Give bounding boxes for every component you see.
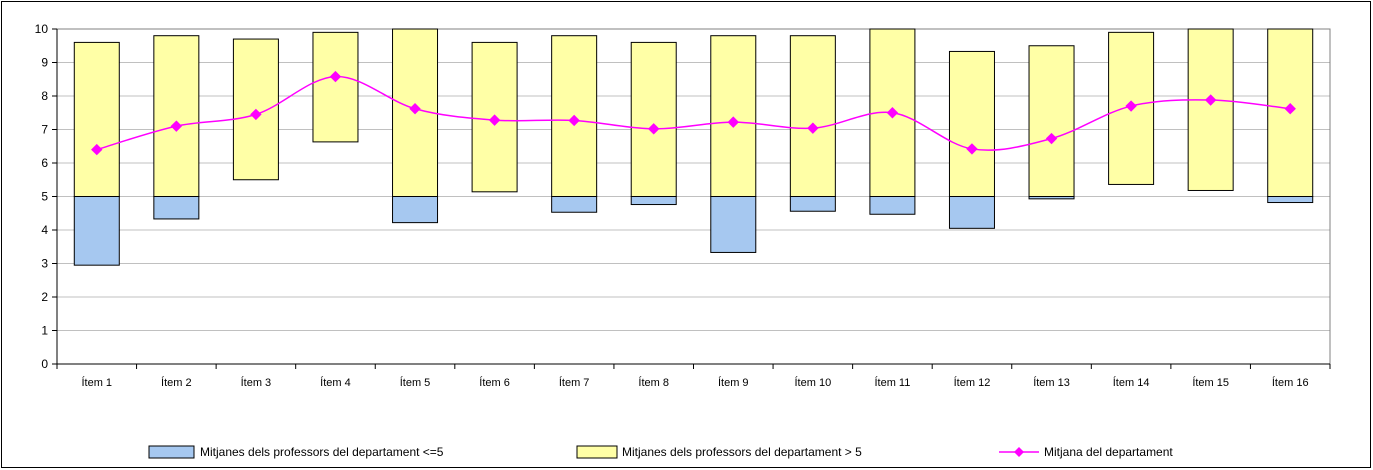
legend: Mitjanes dels professors del departament… [148, 445, 1173, 459]
bar-low [551, 196, 598, 213]
x-tick-label: Ítem 16 [1272, 376, 1309, 389]
y-tick-label: 4 [41, 223, 48, 237]
y-tick-label: 6 [41, 156, 48, 170]
x-tick-label: Ítem 9 [718, 376, 749, 389]
axes: 0 1 2 3 4 5 6 7 8 9 10 Ítem 1 Ítem 2 Ítem 3 Ítem 4 Ítem… [35, 22, 1331, 389]
legend-label-low: Mitjanes dels professors del departament… [200, 445, 444, 459]
average-point [966, 143, 978, 155]
average-point [329, 70, 342, 83]
bar-low [869, 196, 916, 215]
bar-high [1187, 28, 1234, 191]
bar-high [312, 31, 359, 143]
bar-low [1267, 196, 1314, 204]
y-tick-label: 9 [41, 56, 48, 70]
x-tick-label: Ítem 5 [400, 376, 431, 389]
x-tick-label: Ítem 10 [795, 376, 832, 389]
legend-label-avg: Mitjana del departament [1044, 445, 1173, 459]
average-point [170, 120, 183, 132]
y-tick-label: 0 [41, 357, 48, 371]
average-point [250, 108, 262, 121]
average-point [1204, 94, 1217, 106]
x-tick-label: Ítem 14 [1113, 376, 1150, 389]
average-point [807, 122, 819, 134]
average-point [727, 116, 739, 128]
y-tick-label: 7 [41, 123, 48, 137]
x-tick-label: Ítem 7 [559, 376, 590, 389]
average-line-path [96, 75, 1291, 151]
bar-high [948, 50, 995, 197]
y-tick-label: 3 [41, 257, 48, 271]
average-point [409, 103, 421, 115]
average-point [648, 123, 660, 135]
x-tick-label: Ítem 3 [241, 376, 272, 389]
legend-swatch-low [148, 445, 195, 459]
bar-low [948, 196, 995, 229]
y-tick-label: 1 [41, 324, 48, 338]
x-tick-label: Ítem 13 [1033, 376, 1070, 389]
y-tick-label: 5 [41, 190, 48, 204]
x-tick-label: Ítem 4 [320, 376, 351, 389]
average-line [91, 70, 1296, 156]
bar-high [710, 35, 757, 198]
bar-high [73, 41, 120, 198]
bar-low [710, 196, 757, 253]
x-tick-label: Ítem 11 [874, 376, 910, 389]
bars [73, 28, 1314, 266]
bar-low [392, 196, 439, 224]
bar-high [1028, 45, 1075, 197]
y-tick-label: 8 [41, 89, 48, 103]
average-point [568, 114, 580, 127]
legend-swatch-high [576, 445, 618, 459]
bar-high [153, 35, 200, 198]
x-tick-label: Ítem 2 [161, 376, 192, 389]
x-tick-label: Ítem 8 [638, 376, 669, 389]
legend-label-high: Mitjanes dels professors del departament… [622, 445, 862, 459]
bar-high [630, 41, 677, 198]
average-point [1284, 103, 1296, 115]
average-point [488, 114, 501, 126]
x-tick-label: Ítem 12 [954, 376, 991, 389]
y-tick-label: 10 [35, 22, 49, 36]
x-tick-label: Ítem 6 [479, 376, 510, 389]
bar-low [73, 196, 120, 266]
bar-high [789, 35, 836, 198]
average-point [886, 107, 899, 119]
bar-low [789, 196, 836, 212]
x-tick-label: Ítem 1 [81, 376, 112, 389]
average-point [1045, 132, 1058, 145]
legend-marker-avg [1014, 447, 1024, 457]
bar-low [630, 196, 677, 206]
average-point [91, 143, 103, 156]
x-tick-label: Ítem 15 [1192, 376, 1229, 389]
bar-low [153, 196, 200, 220]
average-point [1125, 100, 1137, 112]
y-tick-label: 2 [41, 290, 48, 304]
